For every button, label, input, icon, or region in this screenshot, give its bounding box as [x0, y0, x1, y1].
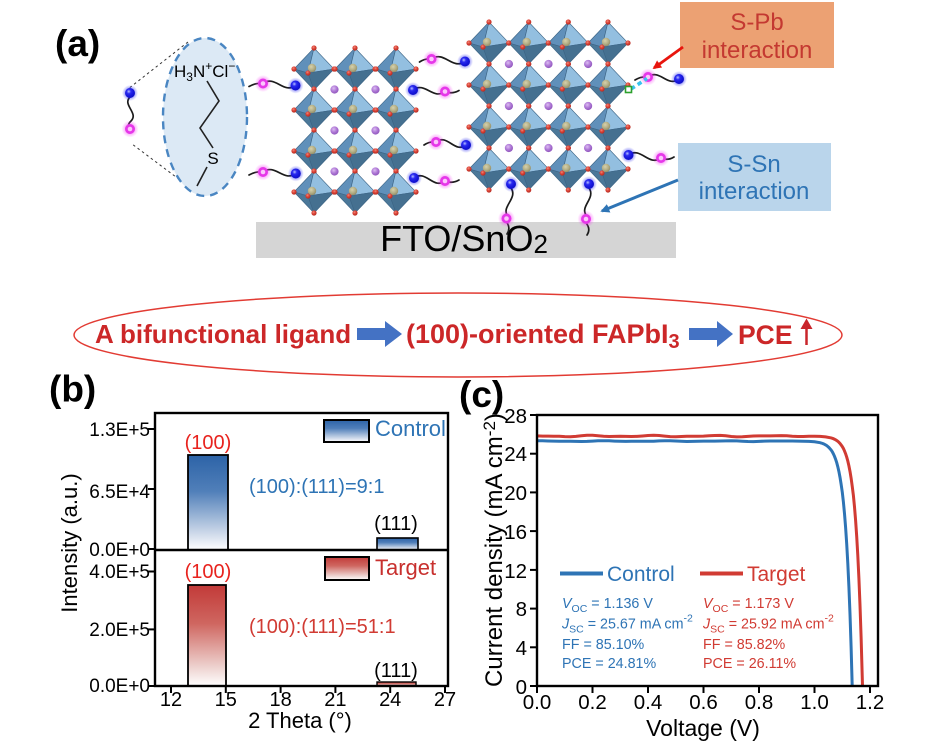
svg-text:VOC = 1.136 V: VOC = 1.136 V [562, 596, 653, 615]
svg-text:(b): (b) [49, 369, 96, 410]
svg-text:VOC = 1.173 V: VOC = 1.173 V [703, 596, 794, 615]
svg-text:0.6: 0.6 [689, 691, 718, 714]
svg-text:0.2: 0.2 [578, 691, 607, 714]
svg-text:1.2: 1.2 [856, 691, 885, 714]
svg-text:0.0E+0: 0.0E+0 [89, 676, 150, 697]
svg-text:0.4: 0.4 [634, 691, 663, 714]
svg-text:(111): (111) [374, 660, 418, 682]
svg-text:1.0: 1.0 [800, 691, 829, 714]
svg-text:JSC = 25.67 mA cm-2: JSC = 25.67 mA cm-2 [561, 613, 693, 636]
svg-text:Target: Target [747, 563, 806, 586]
svg-text:Voltage (V): Voltage (V) [646, 715, 760, 741]
svg-text:4: 4 [516, 637, 527, 660]
svg-text:S-Pb: S-Pb [730, 9, 783, 36]
svg-text:4.0E+5: 4.0E+5 [89, 562, 150, 583]
svg-text:interaction: interaction [699, 178, 810, 205]
svg-text:Control: Control [607, 563, 675, 586]
svg-text:2 Theta (°): 2 Theta (°) [248, 708, 352, 733]
svg-text:12: 12 [504, 560, 527, 583]
svg-text:A bifunctional ligand: A bifunctional ligand [95, 319, 351, 349]
svg-text:18: 18 [269, 689, 291, 711]
svg-text:1.3E+5: 1.3E+5 [89, 420, 150, 441]
svg-text:0.0: 0.0 [523, 691, 552, 714]
svg-text:FF = 85.10%: FF = 85.10% [562, 637, 645, 653]
svg-text:12: 12 [160, 689, 182, 711]
svg-text:FF = 85.82%: FF = 85.82% [703, 637, 786, 653]
svg-text:(111): (111) [374, 513, 418, 535]
svg-text:FTO/SnO2: FTO/SnO2 [380, 218, 548, 259]
svg-text:15: 15 [215, 689, 237, 711]
svg-text:0: 0 [516, 676, 527, 699]
svg-text:(c): (c) [459, 374, 504, 415]
svg-text:28: 28 [504, 405, 527, 428]
svg-text:(100):(111)=9:1: (100):(111)=9:1 [249, 476, 384, 498]
svg-text:PCE = 24.81%: PCE = 24.81% [562, 656, 656, 672]
svg-text:(100):(111)=51:1: (100):(111)=51:1 [249, 616, 396, 638]
svg-text:0.8: 0.8 [745, 691, 774, 714]
svg-text:Target: Target [375, 555, 436, 580]
svg-text:Current density (mA cm-2): Current density (mA cm-2) [480, 413, 508, 687]
svg-text:S-Sn: S-Sn [727, 151, 780, 178]
svg-text:16: 16 [504, 521, 527, 544]
svg-text:24: 24 [379, 689, 401, 711]
svg-text:PCE = 26.11%: PCE = 26.11% [703, 656, 796, 672]
svg-text:21: 21 [324, 689, 346, 711]
svg-text:2.0E+5: 2.0E+5 [89, 620, 150, 641]
svg-text:(a): (a) [55, 23, 100, 64]
svg-text:6.5E+4: 6.5E+4 [89, 482, 150, 503]
svg-text:24: 24 [504, 443, 527, 466]
svg-text:0.0E+0: 0.0E+0 [89, 540, 150, 561]
svg-text:Intensity (a.u.): Intensity (a.u.) [57, 473, 82, 612]
svg-text:JSC = 25.92 mA cm-2: JSC = 25.92 mA cm-2 [702, 613, 834, 636]
svg-text:S: S [207, 149, 218, 168]
svg-text:(100): (100) [185, 432, 232, 454]
svg-text:8: 8 [516, 598, 527, 621]
svg-text:(100)-oriented FAPbI3: (100)-oriented FAPbI3 [406, 319, 680, 353]
svg-text:20: 20 [504, 482, 527, 505]
svg-text:27: 27 [434, 689, 456, 711]
svg-text:H3N+Cl−: H3N+Cl− [174, 59, 235, 84]
svg-text:Control: Control [375, 416, 446, 441]
svg-text:PCE: PCE [738, 320, 793, 350]
svg-text:interaction: interaction [702, 37, 813, 64]
svg-text:(100): (100) [185, 561, 232, 583]
